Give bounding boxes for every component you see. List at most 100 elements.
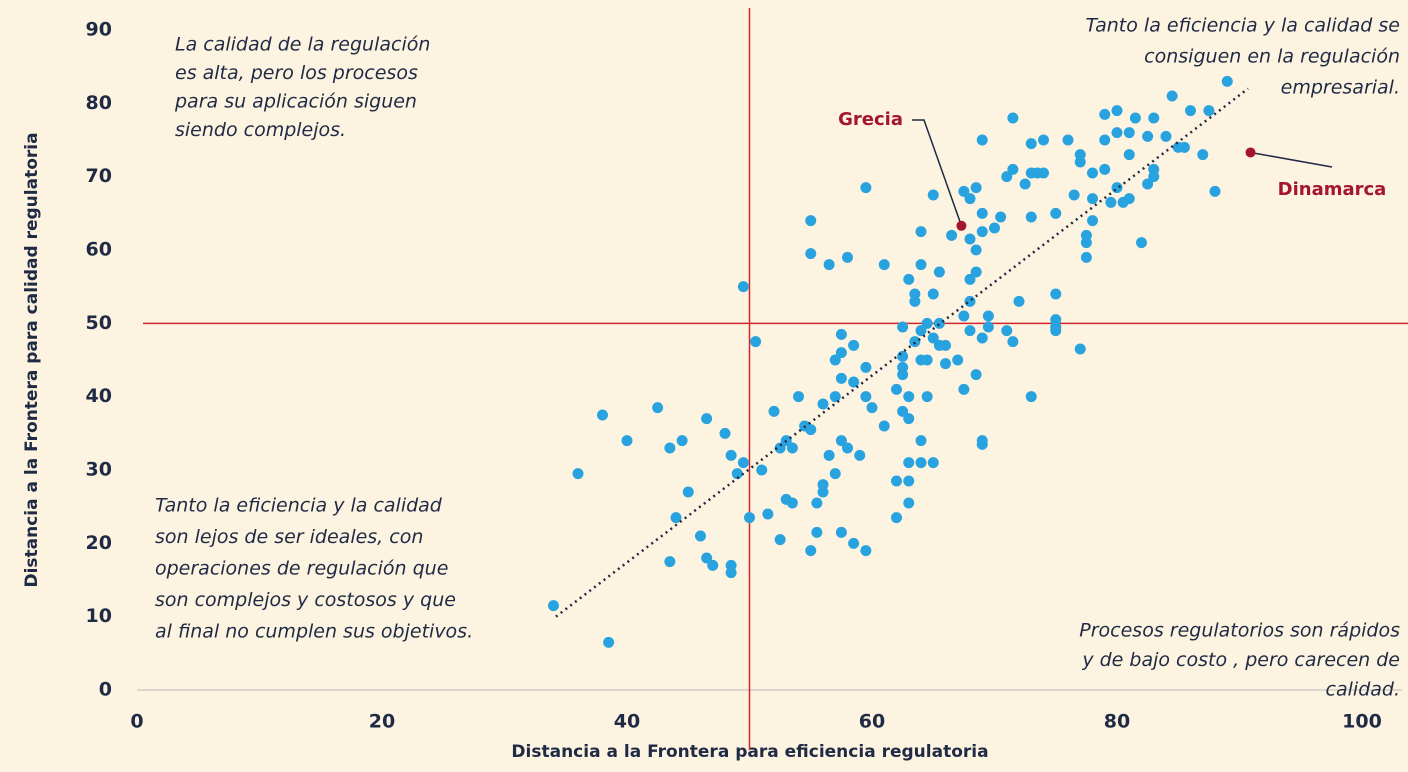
point	[976, 332, 988, 344]
leader-line	[912, 119, 963, 227]
point	[1038, 134, 1049, 146]
highlight-label: Dinamarca	[1278, 179, 1387, 200]
point	[811, 526, 823, 538]
annotation: siendo complejos.	[175, 119, 346, 141]
point	[1123, 127, 1135, 139]
point	[823, 259, 835, 271]
point	[835, 328, 847, 340]
point	[1025, 391, 1037, 403]
point	[903, 497, 915, 509]
point	[915, 259, 927, 271]
point	[1007, 112, 1019, 124]
point	[731, 468, 743, 480]
point	[762, 508, 774, 520]
point	[756, 464, 768, 476]
point	[964, 273, 976, 285]
x-tick-label: 60	[859, 711, 885, 733]
point	[829, 468, 841, 480]
point	[1001, 171, 1013, 183]
point	[1019, 178, 1031, 190]
point	[995, 211, 1007, 223]
point	[897, 350, 909, 362]
leader-line	[1250, 151, 1333, 168]
trendline	[555, 87, 1249, 618]
point	[1123, 149, 1135, 161]
point	[1025, 211, 1037, 223]
point	[897, 405, 909, 417]
point	[1123, 193, 1135, 205]
point	[976, 134, 988, 146]
point	[1080, 229, 1092, 241]
point	[1111, 127, 1123, 139]
point	[903, 457, 915, 469]
highlight-label: Grecia	[838, 109, 903, 130]
point	[891, 383, 902, 395]
point	[676, 435, 688, 447]
point	[909, 336, 921, 348]
point	[1099, 163, 1111, 175]
point	[811, 497, 823, 509]
point	[774, 534, 786, 546]
point	[1068, 189, 1080, 201]
point	[1099, 108, 1111, 120]
point	[946, 229, 958, 241]
point	[933, 266, 945, 278]
point	[750, 336, 762, 348]
point	[915, 435, 927, 447]
point	[952, 354, 964, 366]
point	[1050, 288, 1062, 300]
point	[848, 339, 860, 351]
annotation: operaciones de regulación que	[155, 558, 448, 580]
point	[903, 273, 915, 285]
point	[915, 457, 927, 469]
point	[1221, 75, 1233, 87]
point	[1105, 196, 1117, 208]
point	[670, 512, 682, 524]
point	[854, 449, 866, 461]
point	[835, 372, 847, 384]
point	[737, 281, 749, 293]
point	[891, 512, 902, 524]
point	[829, 391, 841, 403]
point	[927, 288, 939, 300]
point	[1111, 105, 1123, 117]
point	[1129, 112, 1141, 124]
y-tick-label: 80	[86, 92, 112, 114]
point	[976, 226, 988, 238]
x-axis-label: Distancia a la Frontera para eficiencia …	[511, 742, 988, 762]
point	[915, 325, 927, 337]
y-tick-label: 20	[86, 532, 112, 554]
point	[725, 559, 737, 571]
annotation: La calidad de la regulación	[175, 34, 430, 56]
point	[878, 259, 890, 271]
point	[958, 185, 970, 197]
annotation: consiguen en la regulación	[1144, 46, 1400, 68]
point	[548, 600, 559, 612]
point	[701, 413, 713, 425]
point	[572, 468, 584, 480]
point	[958, 383, 970, 395]
point	[701, 552, 713, 564]
point	[1136, 237, 1147, 249]
y-axis-label: Distancia a la Frontera para calidad reg…	[22, 132, 42, 587]
point	[768, 405, 780, 417]
point	[835, 526, 847, 538]
annotation: son complejos y costosos y que	[155, 589, 456, 611]
point	[1087, 193, 1098, 205]
point	[970, 369, 982, 381]
point	[860, 391, 872, 403]
y-tick-label: 0	[99, 679, 112, 701]
point	[989, 222, 1000, 234]
point	[793, 391, 804, 403]
point	[927, 457, 939, 469]
x-tick-label: 20	[369, 711, 395, 733]
point	[1013, 295, 1025, 307]
point	[597, 409, 608, 421]
point	[805, 248, 817, 260]
point	[1050, 325, 1062, 337]
point	[1099, 134, 1111, 146]
point	[835, 435, 847, 447]
annotation: al final no cumplen sus objetivos.	[155, 621, 473, 643]
point	[1142, 178, 1154, 190]
